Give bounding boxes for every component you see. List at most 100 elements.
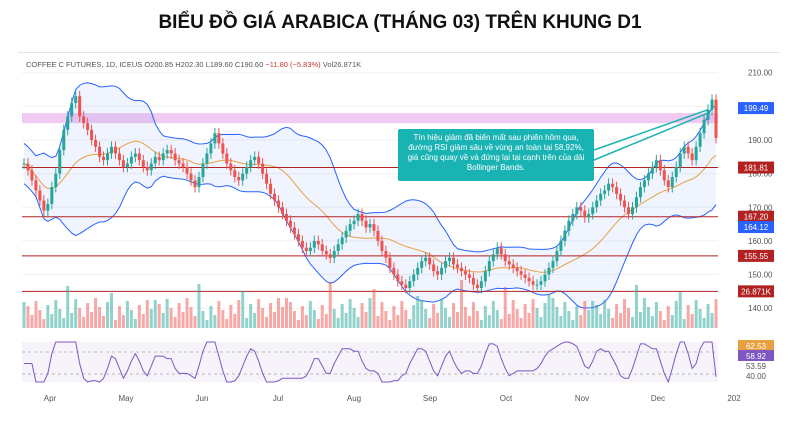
candle-body [22,163,26,165]
rsi-tag [738,350,774,361]
candle-body [615,187,619,194]
candle-body [487,261,491,272]
volume-bar [511,300,515,328]
volume-bar [352,308,356,328]
volume-bar [193,316,197,328]
volume-bar [384,311,388,328]
volume-bar [694,300,698,328]
volume-bar [579,315,583,328]
volume-bar [94,298,98,328]
candle-body [277,200,281,208]
candle-body [328,254,332,258]
candle-body [233,170,237,177]
volume-bar [678,292,682,328]
resistance-zone [22,113,718,124]
volume-bar [412,305,416,328]
volume-bar [261,308,265,328]
candle-body [197,177,201,188]
candle-body [58,150,62,174]
candle-body [312,240,316,248]
y-tick-label: 180.00 [748,170,773,179]
candle-body [153,156,157,164]
candle-body [137,153,141,161]
volume-bar [483,306,487,328]
chart-info-line: COFFEE C FUTURES, 1D, ICEUS O200.85 H202… [26,60,361,69]
candle-body [98,146,102,157]
volume-bar [185,298,189,328]
volume-bar [213,315,217,328]
candle-body [682,146,686,154]
volume-bar [698,309,702,328]
volume-bar [619,313,623,328]
candle-body [356,214,360,221]
candle-body [249,160,253,167]
candle-body [424,257,428,262]
candle-body [125,163,129,167]
candle-body [404,284,408,288]
volume-bar [336,318,340,328]
x-tick-label: Jun [196,394,209,403]
x-tick-label: Nov [575,394,589,403]
candle-body [607,183,611,191]
candle-body [70,103,74,117]
volume-bar [400,301,404,328]
candle-body [686,146,690,154]
volume-bar [78,308,82,328]
candle-body [400,281,404,285]
volume-bar [245,318,249,328]
rsi-line [23,341,717,384]
candle-body [587,214,591,218]
candle-body [444,261,448,268]
candle-body [129,156,133,164]
volume-bar [686,305,690,328]
candle-body [109,146,113,154]
volume-bar [364,312,368,328]
volume-bar [109,293,113,328]
candle-body [416,267,420,275]
level-tag [738,210,774,223]
volume-bar [241,291,245,328]
volume-bar [646,307,650,328]
candle-body [678,153,682,167]
candle-body [499,247,503,255]
volume-bar [30,315,34,328]
candle-body [316,240,320,245]
rsi-level-label: 62.53 [746,342,767,351]
level-label: 167.20 [744,213,769,222]
volume-bar [682,319,686,328]
volume-bar [571,320,575,328]
candle-body [471,277,475,285]
candle-body [106,153,110,161]
candle-body [666,180,670,188]
candle-body [161,153,165,161]
volume-bar [308,301,312,328]
volume-bar [603,300,607,328]
volume-bar [674,301,678,328]
candle-body [273,193,277,201]
volume-bar [320,305,324,328]
candle-body [26,163,30,171]
volume-bar [475,311,479,328]
page-title: BIỂU ĐỒ GIÁ ARABICA (THÁNG 03) TRÊN KHUN… [158,12,642,33]
volume-bar [117,306,121,328]
candle-body [288,220,292,228]
volume-bar [141,314,145,328]
low-value: L189.60 [205,60,233,69]
candle-body [376,230,380,241]
candle-body [121,160,125,167]
candle-body [177,160,181,164]
volume-bar [237,300,241,328]
candle-body [113,146,117,154]
volume-bar [153,300,157,328]
candle-body [352,220,356,225]
candle-body [539,281,543,285]
level-label: 26.871K [741,287,771,296]
volume-bar [22,302,26,328]
candle-body [340,237,344,245]
volume-bar [666,306,670,328]
candle-body [527,277,531,282]
volume-bar [356,317,360,328]
volume-bar [547,294,551,328]
candle-body [698,133,702,147]
